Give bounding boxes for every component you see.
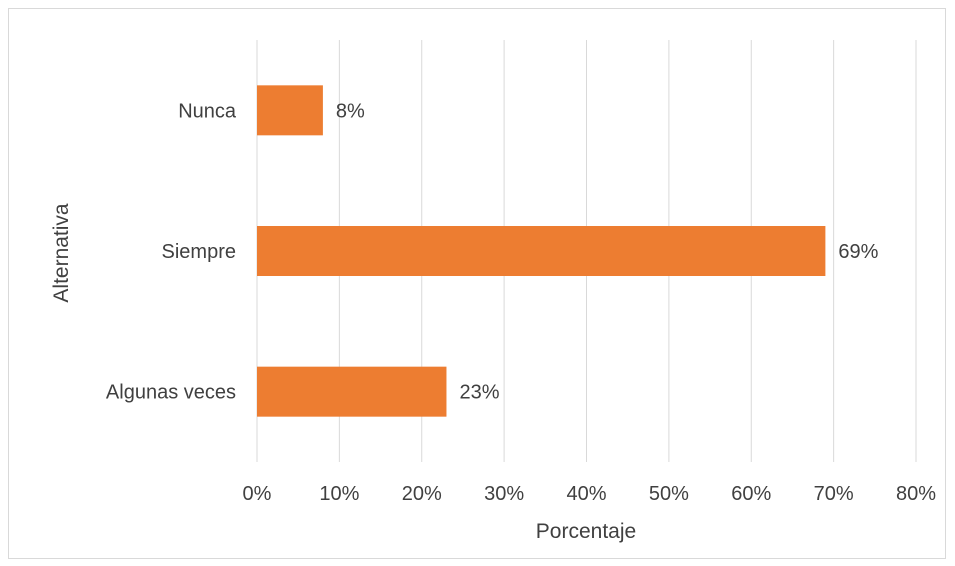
y-axis-title: Alternativa: [50, 203, 73, 303]
x-tick-label: 0%: [243, 483, 272, 505]
x-tick-label: 30%: [484, 483, 524, 505]
x-axis-title: Porcentaje: [536, 520, 636, 543]
data-label: 8%: [336, 100, 365, 122]
bar: [257, 366, 447, 417]
x-tick-label: 60%: [731, 483, 771, 505]
category-label: Nunca: [178, 100, 237, 122]
chart-frame: [8, 8, 946, 559]
category-label: Siempre: [162, 241, 236, 263]
data-label: 23%: [459, 382, 499, 404]
data-label: 69%: [838, 241, 878, 263]
x-tick-label: 70%: [814, 483, 854, 505]
x-tick-labels: 0% 10% 20% 30% 40% 50% 60% 70% 80%: [243, 483, 937, 505]
category-labels: Nunca Siempre Algunas veces: [106, 100, 237, 403]
data-labels: 8% 69% 23%: [336, 100, 879, 403]
bar: [257, 226, 826, 276]
x-tick-label: 40%: [566, 483, 606, 505]
x-tick-label: 20%: [402, 483, 442, 505]
x-tick-label: 50%: [649, 483, 689, 505]
x-tick-label: 10%: [319, 483, 359, 505]
category-label: Algunas veces: [106, 382, 236, 404]
bars: [257, 85, 826, 417]
bar: [257, 85, 323, 136]
x-tick-label: 80%: [896, 483, 936, 505]
